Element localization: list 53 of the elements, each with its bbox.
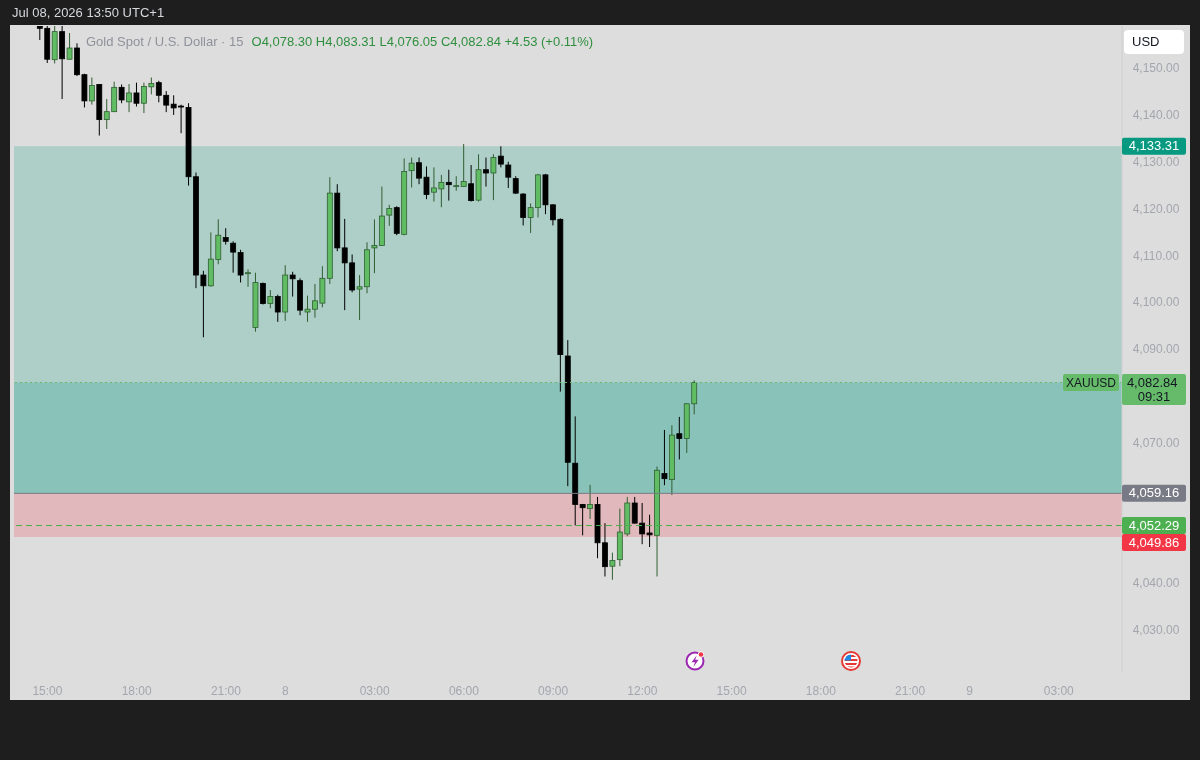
candlestick bbox=[118, 84, 125, 104]
candlestick bbox=[274, 294, 281, 323]
candlestick bbox=[66, 32, 73, 61]
candlestick bbox=[126, 83, 132, 113]
candlestick bbox=[579, 503, 586, 536]
text: O4,078.30 H4,083.31 L4,076.05 C4,082.84 +4.53 (+0.11%) bbox=[251, 34, 594, 49]
candlestick bbox=[468, 164, 475, 203]
ref-line-label: 4,052.29 bbox=[1128, 517, 1180, 533]
x-tick-label: 8 bbox=[282, 683, 290, 698]
y-axis-title: USD bbox=[1124, 30, 1184, 54]
x-tick-label: 21:00 bbox=[895, 683, 926, 698]
candlestick bbox=[267, 289, 274, 309]
y-tick-label: 4,030.00 bbox=[1132, 623, 1180, 638]
candlestick bbox=[460, 143, 467, 188]
x-tick-label: 12:00 bbox=[627, 683, 658, 698]
ref-line-label: 4,082.84 09:31 bbox=[1126, 374, 1182, 404]
x-tick-label: 18:00 bbox=[121, 683, 153, 698]
y-tick-label: 4,110.00 bbox=[1133, 248, 1180, 263]
candlestick bbox=[587, 484, 593, 520]
candlestick bbox=[408, 157, 415, 188]
y-tick-label: 4,120.00 bbox=[1132, 201, 1180, 216]
band-label: 4,133.31 bbox=[1128, 138, 1180, 154]
text: Gold Spot / U.S. Dollar · 15 bbox=[86, 34, 244, 49]
x-tick-label: 03:00 bbox=[359, 683, 390, 698]
x-tick-label: 06:00 bbox=[448, 683, 480, 698]
candlestick bbox=[133, 82, 140, 108]
candlestick bbox=[245, 268, 251, 288]
ref-line-label: 4,059.16 bbox=[1128, 485, 1180, 501]
x-tick-label: 09:00 bbox=[538, 683, 569, 698]
x-tick-label: 9 bbox=[966, 683, 974, 698]
y-tick-label: 4,150.00 bbox=[1132, 61, 1180, 76]
x-tick-label: 03:00 bbox=[1043, 683, 1075, 698]
y-tick-label: 4,040.00 bbox=[1132, 576, 1180, 591]
y-tick-label: 4,070.00 bbox=[1132, 435, 1180, 450]
candlestick bbox=[88, 76, 95, 106]
candlestick bbox=[676, 416, 683, 460]
band-label: 4,049.86 bbox=[1128, 534, 1180, 550]
x-tick-label: 21:00 bbox=[210, 683, 242, 698]
candlestick bbox=[609, 552, 616, 581]
candlestick bbox=[661, 429, 668, 486]
candlestick bbox=[483, 157, 489, 188]
candlestick bbox=[490, 153, 497, 201]
x-tick-label: 18:00 bbox=[805, 683, 837, 698]
text: Jul 08, 2026 13:50 UTC+1 bbox=[12, 5, 165, 20]
candlestick bbox=[445, 169, 452, 202]
candlestick bbox=[289, 271, 296, 298]
y-tick-label: 4,090.00 bbox=[1132, 342, 1180, 357]
y-tick-label: 4,130.00 bbox=[1132, 154, 1180, 169]
x-tick-label: 15:00 bbox=[716, 683, 747, 698]
x-tick-label: 15:00 bbox=[32, 683, 63, 698]
y-tick-label: 4,140.00 bbox=[1132, 108, 1180, 123]
y-tick-label: 4,100.00 bbox=[1132, 295, 1180, 310]
annotation: XAUUSD bbox=[1065, 376, 1117, 391]
